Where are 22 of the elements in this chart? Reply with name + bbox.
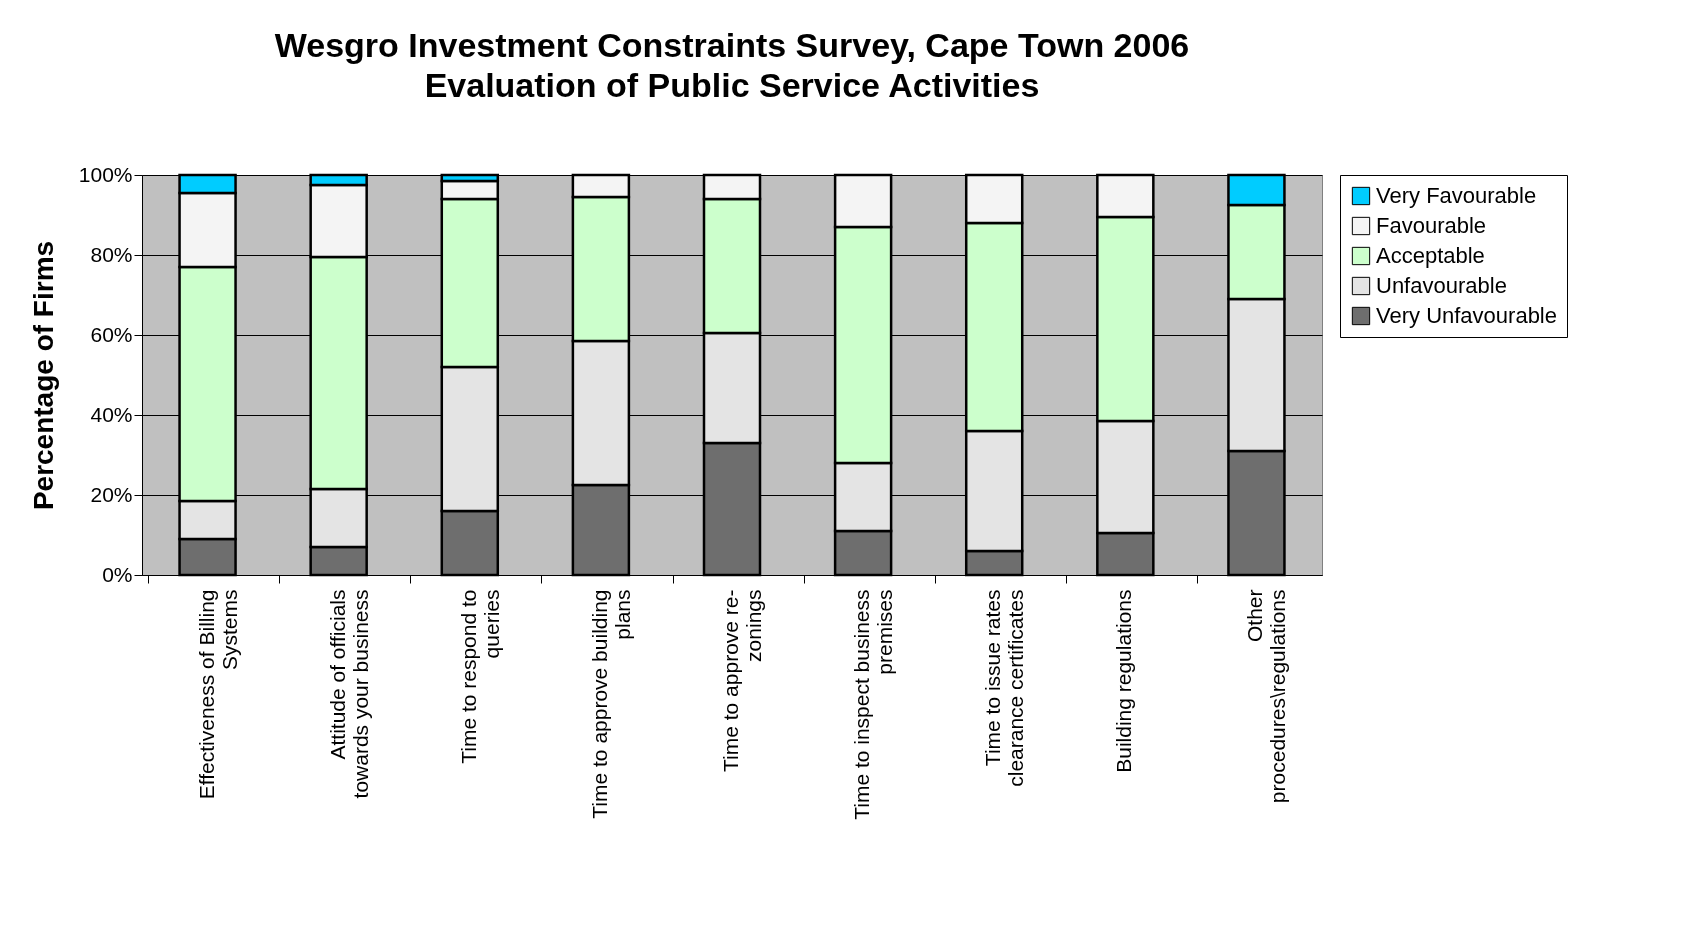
x-tick-label: Attitude of officials towards your business bbox=[325, 589, 372, 799]
y-tick-label: 100% bbox=[78, 162, 133, 186]
y-tick-label: 80% bbox=[90, 242, 133, 266]
x-tick-label: Time to inspect business premises bbox=[850, 589, 897, 820]
legend-label: Unfavourable bbox=[1376, 273, 1507, 298]
y-tick-label: 40% bbox=[90, 402, 133, 426]
y-tick-label: 20% bbox=[90, 482, 133, 506]
x-tick-label: Building regulations bbox=[1112, 589, 1136, 773]
legend-label: Very Favourable bbox=[1376, 183, 1537, 208]
chart-title: Wesgro Investment Constraints Survey, Cape Town 2006 bbox=[274, 26, 1190, 64]
legend-label: Very Unfavourable bbox=[1376, 303, 1557, 328]
y-tick-label: 0% bbox=[102, 562, 133, 586]
x-tick-label: Time to approve re-zonings bbox=[719, 589, 765, 772]
y-axis-title: Percentage of Firms bbox=[27, 240, 59, 511]
y-tick-label: 60% bbox=[90, 322, 133, 346]
x-tick-label: Time to approve building plans bbox=[587, 589, 634, 819]
legend-label: Acceptable bbox=[1376, 243, 1485, 268]
x-tick-label: Other procedures\regulations bbox=[1243, 589, 1290, 804]
legend-label: Favourable bbox=[1376, 213, 1487, 238]
chart-subtitle: Evaluation of Public Service Activities bbox=[424, 66, 1040, 104]
x-tick-label: Effectiveness of Billing Systems bbox=[194, 589, 241, 800]
x-tick-label: Time to respond to queries bbox=[456, 589, 503, 764]
